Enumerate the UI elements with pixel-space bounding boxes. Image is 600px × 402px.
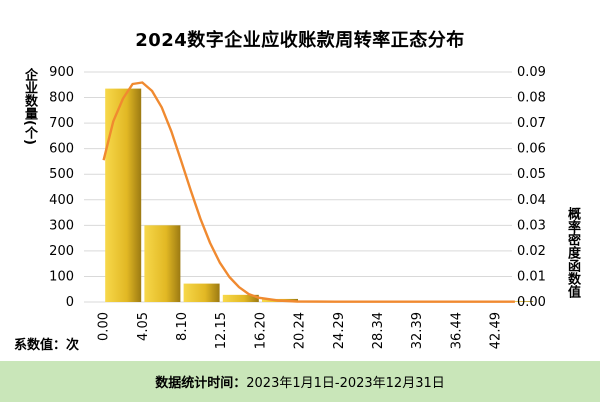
x-tick-label: 16.20 <box>253 312 268 349</box>
y-axis-label: 企业数量(个) <box>22 68 37 145</box>
y-tick-label: 200 <box>49 244 74 259</box>
bar-series <box>105 88 534 302</box>
x-tick-label: 20.24 <box>293 312 308 349</box>
y-tick-label: 900 <box>49 65 74 80</box>
y2-tick-label: 0.02 <box>517 244 546 259</box>
y2-tick-label: 0.03 <box>517 218 546 233</box>
histogram-bar <box>222 294 259 302</box>
x-axis-caption: 系数值：次 <box>14 338 80 353</box>
y-tick-label: 400 <box>49 193 74 208</box>
x-tick-label: 36.44 <box>449 312 464 349</box>
footer-value: 2023年1月1日-2023年12月31日 <box>246 376 445 391</box>
density-line <box>102 81 515 303</box>
y2-tick-label: 0.01 <box>517 269 546 284</box>
y-tick-label: 0 <box>66 295 74 310</box>
x-tick-label: 8.10 <box>175 312 190 341</box>
y-tick-label: 500 <box>49 167 74 182</box>
y2-tick-label: 0.08 <box>517 91 546 106</box>
y2-tick-label: 0.06 <box>517 142 546 157</box>
y2-tick-label: 0.00 <box>517 295 546 310</box>
x-tick-label: 24.29 <box>332 312 347 349</box>
x-tick-label: 28.34 <box>371 312 386 349</box>
x-tick-label: 32.39 <box>410 312 425 349</box>
y2-tick-label: 0.05 <box>517 167 546 182</box>
histogram-bar <box>183 283 220 302</box>
chart-title: 2024数字企业应收账款周转率正态分布 <box>135 30 465 51</box>
footer-label: 数据统计时间： <box>155 376 247 391</box>
y-tick-label: 800 <box>49 91 74 106</box>
y2-tick-label: 0.04 <box>517 193 546 208</box>
y2-tick-label: 0.07 <box>517 116 546 131</box>
histogram-bar <box>105 88 142 302</box>
histogram-bar <box>144 225 181 302</box>
x-tick-label: 4.05 <box>136 312 151 341</box>
x-tick-label: 0.00 <box>97 312 112 341</box>
y-tick-labels: 0 100 200 300 400 500 600 700 800 900 <box>49 65 74 310</box>
y2-tick-labels: 0.00 0.01 0.02 0.03 0.04 0.05 0.06 0.07 0.08 0.09 <box>517 65 546 310</box>
y2-axis-label: 概率密度函数值 <box>565 207 580 298</box>
y-tick-label: 300 <box>49 218 74 233</box>
x-tick-label: 42.49 <box>489 312 504 349</box>
x-tick-label: 12.15 <box>214 312 229 349</box>
y-tick-label: 600 <box>49 142 74 157</box>
footer-bar: 数据统计时间： 2023年1月1日-2023年12月31日 <box>0 361 600 402</box>
x-tick-labels: 0.00 4.05 8.10 12.15 16.20 20.24 24.29 28.34 32.… <box>97 312 504 349</box>
y-tick-label: 100 <box>49 269 74 284</box>
histogram-bar <box>497 301 534 302</box>
density-curve <box>102 81 515 303</box>
y2-tick-label: 0.09 <box>517 65 546 80</box>
y-tick-label: 700 <box>49 116 74 131</box>
